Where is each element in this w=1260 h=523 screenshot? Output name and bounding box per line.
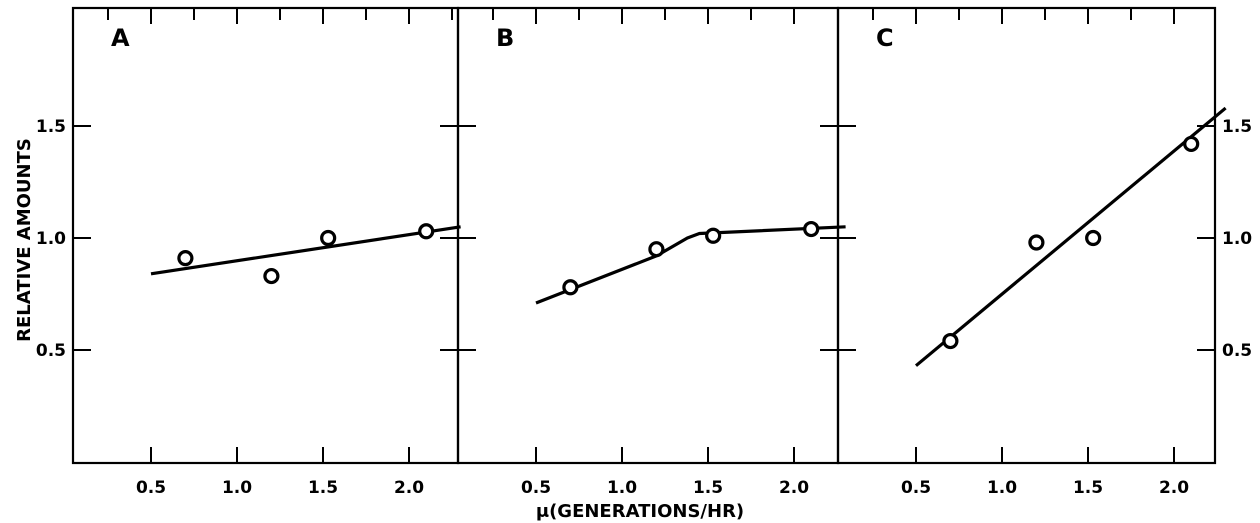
x-tick-label: 1.0 (987, 478, 1017, 498)
panel-label: C (876, 24, 894, 52)
data-point (562, 279, 579, 296)
x-tick-label: 1.5 (1073, 478, 1103, 498)
x-tick-label: 2.0 (779, 478, 809, 498)
y-tick-label: 1.5 (36, 117, 66, 137)
data-point (942, 332, 959, 350)
data-point (263, 267, 280, 285)
data-point (320, 229, 337, 247)
fit-line (150, 225, 461, 276)
data-point (705, 227, 722, 244)
data-point (648, 241, 665, 258)
x-tick-label: 0.5 (901, 478, 931, 498)
x-tick-label: 1.5 (693, 478, 723, 498)
x-tick-label: 1.0 (222, 478, 252, 498)
y-tick-label: 0.5 (1222, 341, 1252, 361)
y-tick-label: 1.0 (1222, 229, 1252, 249)
y-tick-label: 1.0 (36, 229, 66, 249)
x-tick-label: 2.0 (394, 478, 424, 498)
panel-label: B (496, 24, 514, 52)
data-point (1183, 135, 1200, 153)
data-point (1085, 229, 1102, 247)
panel-label: A (111, 24, 130, 52)
data-point (803, 220, 820, 238)
y-tick-label: 0.5 (36, 341, 66, 361)
x-axis-label: μ(GENERATIONS/HR) (536, 501, 744, 522)
data-point (1028, 234, 1045, 251)
x-tick-label: 1.0 (607, 478, 637, 498)
panel-C: C 0.5 1.0 1.5 2.0 0.5 1.0 1.5 (836, 6, 1252, 498)
fit-line (535, 225, 846, 305)
panels-group: A 0.5 1.0 1.5 2.0 0.5 1.0 1.5 B 0.5 1.0 1.5 2.0 C 0.5 1… (36, 6, 1252, 498)
x-tick-label: 2.0 (1159, 478, 1189, 498)
x-tick-label: 1.5 (308, 478, 338, 498)
fit-line (914, 106, 1227, 367)
panel-frame (836, 6, 1217, 465)
panel-B: B 0.5 1.0 1.5 2.0 (456, 6, 846, 498)
y-axis-label: RELATIVE AMOUNTS (14, 138, 35, 342)
data-point (177, 250, 194, 267)
data-point (418, 223, 435, 240)
x-tick-label: 0.5 (521, 478, 551, 498)
x-tick-label: 0.5 (136, 478, 166, 498)
panel-frame (456, 6, 840, 465)
y-tick-label: 1.5 (1222, 117, 1252, 137)
panel-A: A 0.5 1.0 1.5 2.0 0.5 1.0 1.5 (36, 6, 461, 498)
